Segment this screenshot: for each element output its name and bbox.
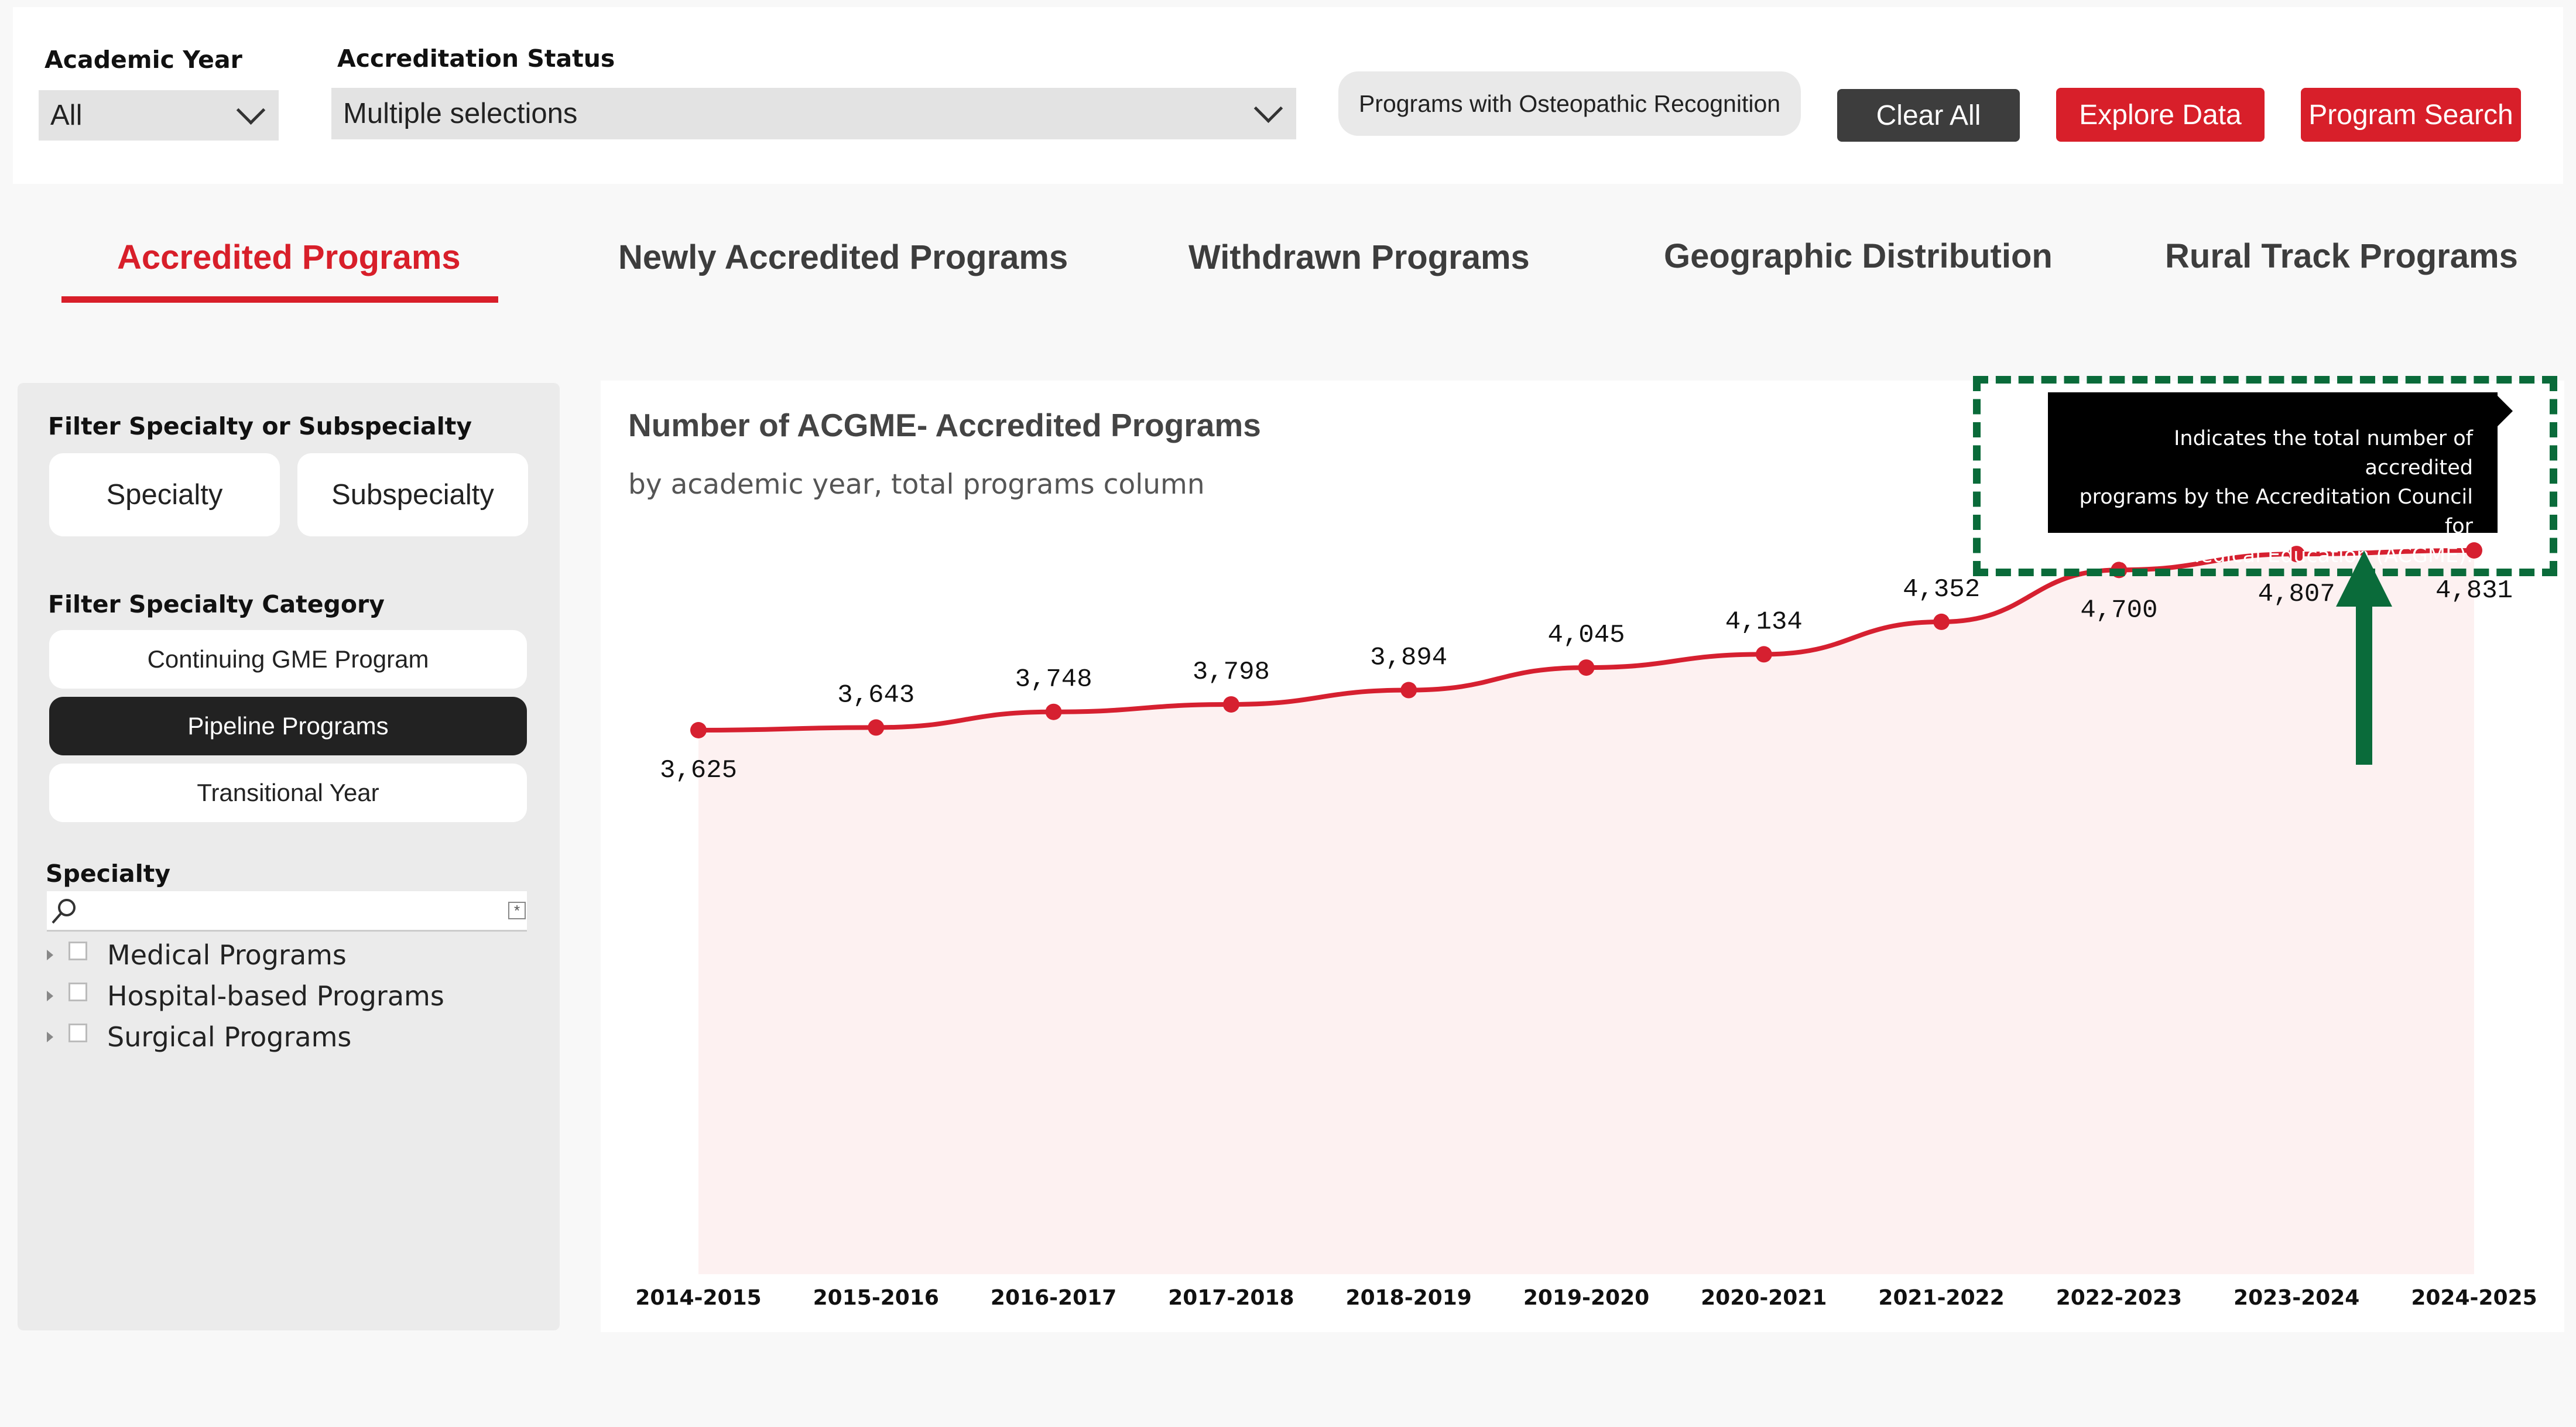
data-label: 3,748 [1015,665,1092,694]
academic-year-dropdown[interactable]: All [39,90,279,141]
tooltip-pointer [2498,396,2513,426]
tooltip-line: Indicates the total number of accredited [2174,427,2473,480]
up-arrow-icon [2336,550,2392,765]
data-point[interactable] [2288,546,2305,563]
data-label: 4,134 [1725,607,1803,636]
specialty-list-label: Specialty [46,860,171,888]
x-tick-label: 2024-2025 [2411,1286,2537,1310]
data-label: 3,798 [1193,658,1270,687]
info-tooltip: Indicates the total number of accredited… [2048,392,2498,567]
specialty-toggle[interactable]: Specialty [49,453,280,536]
data-label: 4,700 [2080,596,2157,625]
dashed-callout-box [1973,376,2557,576]
tree-item-medical-programs[interactable]: Medical Programs [47,939,347,971]
search-icon [52,899,76,924]
data-point[interactable] [1578,659,1595,676]
data-point[interactable] [868,719,885,736]
tab-accredited-programs[interactable]: Accredited Programs [117,238,461,276]
tree-item-surgical-programs[interactable]: Surgical Programs [47,1021,351,1053]
checkbox[interactable] [68,1024,87,1042]
data-point[interactable] [1222,696,1239,713]
tab-rural-track-programs[interactable]: Rural Track Programs [2165,237,2518,275]
data-label: 4,352 [1903,575,1980,604]
clear-all-button[interactable]: Clear All [1837,89,2020,142]
category-transitional-year[interactable]: Transitional Year [49,764,527,822]
category-pipeline-programs[interactable]: Pipeline Programs [49,697,527,755]
tooltip-line: programs by the Accreditation Council fo… [2079,485,2473,538]
tab-withdrawn-programs[interactable]: Withdrawn Programs [1188,238,1530,276]
x-tick-label: 2018-2019 [1346,1286,1472,1310]
subspecialty-toggle[interactable]: Subspecialty [297,453,528,536]
data-point[interactable] [1045,703,1062,720]
x-tick-label: 2022-2023 [2056,1286,2182,1310]
tab-newly-accredited-programs[interactable]: Newly Accredited Programs [618,238,1068,276]
filter-sidebar [18,383,560,1330]
data-point[interactable] [690,722,707,738]
data-point[interactable] [1933,613,1950,630]
x-tick-label: 2015-2016 [813,1286,939,1310]
academic-year-label: Academic Year [44,46,242,74]
expand-arrow-icon[interactable] [47,991,53,1001]
data-label: 3,625 [660,756,737,785]
tab-geographic-distribution[interactable]: Geographic Distribution [1664,237,2053,275]
data-label: 4,045 [1547,621,1625,650]
accreditation-status-label: Accreditation Status [337,45,615,73]
chart-subtitle: by academic year, total programs column [628,468,1205,501]
clear-search-icon[interactable]: * [508,902,526,919]
specialty-search-input[interactable] [88,895,465,925]
academic-year-value: All [50,100,83,131]
area-fill [698,550,2474,1274]
category-continuing-gme[interactable]: Continuing GME Program [49,630,527,689]
data-point[interactable] [1400,682,1417,699]
x-tick-label: 2020-2021 [1701,1286,1827,1310]
checkbox[interactable] [68,942,87,960]
data-point[interactable] [1755,646,1772,663]
tooltip-line: Graduate Medical Education (ACGME). [2080,544,2473,567]
expand-arrow-icon[interactable] [47,1032,53,1042]
explore-data-button[interactable]: Explore Data [2056,88,2265,142]
data-label: 4,807 [2258,580,2335,609]
tree-item-label: Hospital-based Programs [107,980,444,1012]
x-tick-label: 2023-2024 [2234,1286,2359,1310]
x-tick-label: 2019-2020 [1523,1286,1649,1310]
specialty-search-box: * [47,891,527,932]
program-search-button[interactable]: Program Search [2301,88,2521,142]
x-tick-label: 2014-2015 [635,1286,761,1310]
chart-title: Number of ACGME- Accredited Programs [628,407,1261,443]
tree-item-hospital-based-programs[interactable]: Hospital-based Programs [47,980,444,1012]
filter-category-label: Filter Specialty Category [48,590,385,618]
tree-item-label: Medical Programs [107,939,347,971]
expand-arrow-icon[interactable] [47,950,53,960]
accreditation-status-dropdown[interactable]: Multiple selections [331,88,1296,139]
tree-item-label: Surgical Programs [107,1021,352,1053]
active-tab-underline [61,296,498,303]
filter-specialty-label: Filter Specialty or Subspecialty [48,412,472,440]
data-label: 3,894 [1370,644,1447,673]
osteopathic-recognition-button[interactable]: Programs with Osteopathic Recognition [1338,71,1801,136]
x-tick-label: 2017-2018 [1168,1286,1294,1310]
accreditation-status-value: Multiple selections [343,98,578,129]
data-point[interactable] [2466,542,2482,559]
data-label: 3,643 [837,680,914,710]
x-tick-label: 2021-2022 [1878,1286,2004,1310]
checkbox[interactable] [68,983,87,1001]
x-tick-label: 2016-2017 [991,1286,1116,1310]
data-label: 4,831 [2435,576,2513,605]
